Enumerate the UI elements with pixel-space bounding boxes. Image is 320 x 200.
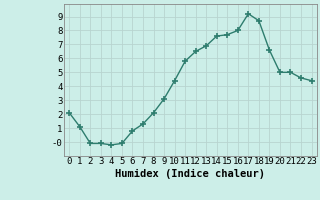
X-axis label: Humidex (Indice chaleur): Humidex (Indice chaleur) [116, 169, 265, 179]
